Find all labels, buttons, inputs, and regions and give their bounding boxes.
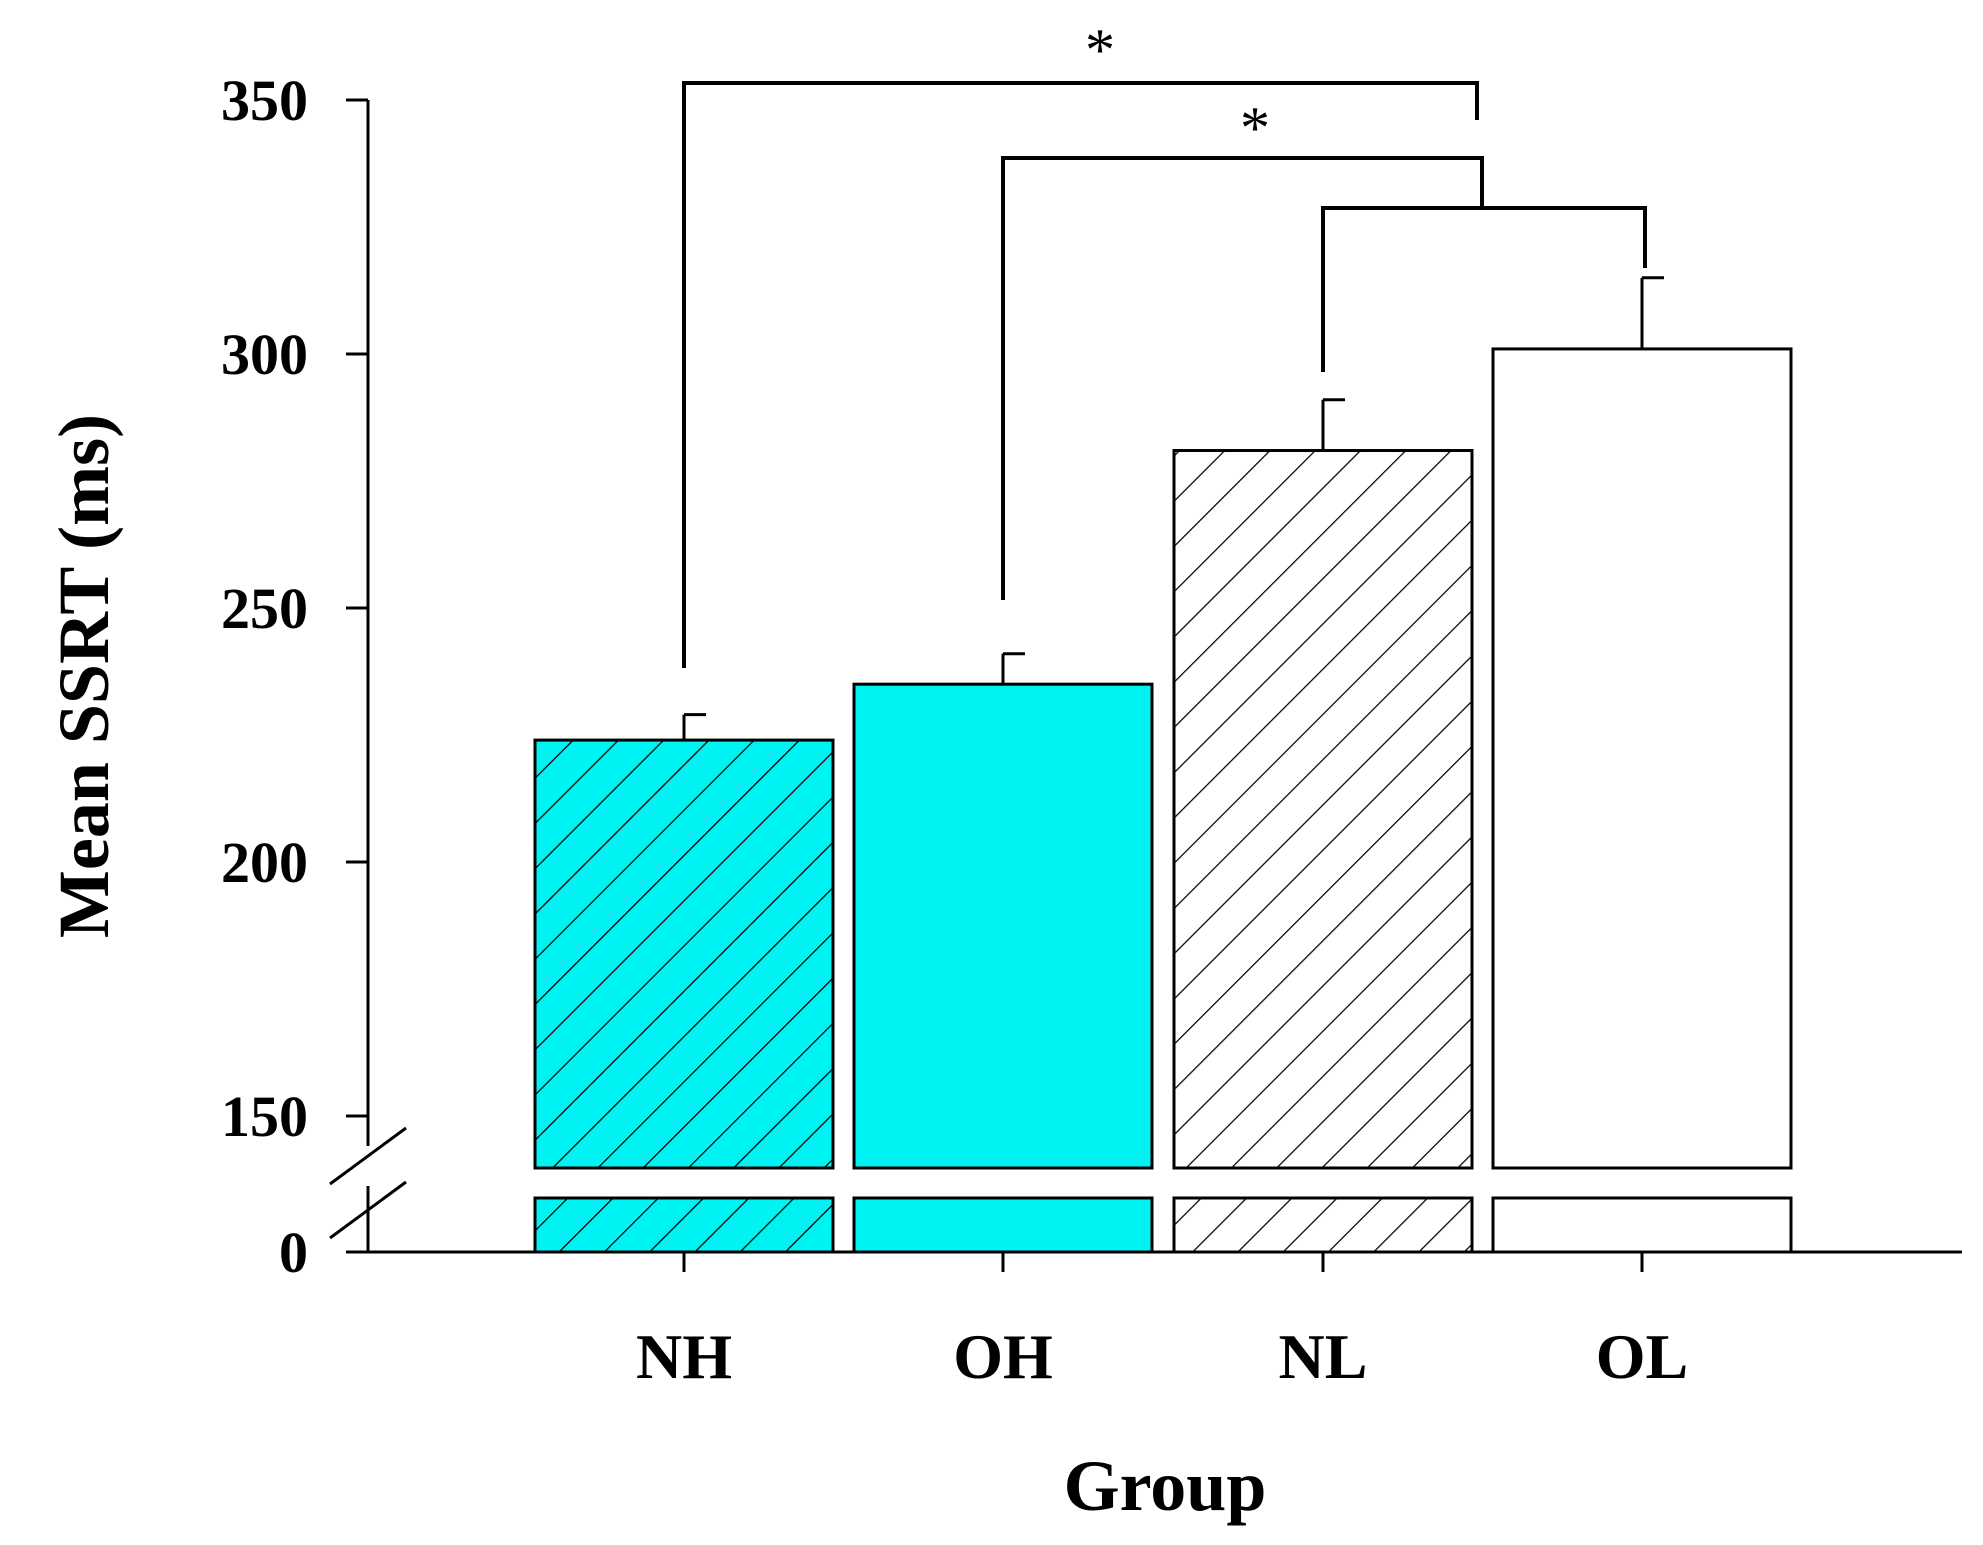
bars <box>533 276 1793 1254</box>
x-ticks: NH OH NL OL <box>636 1252 1688 1392</box>
bar-hatch <box>535 740 833 1168</box>
significance-bracket <box>1321 206 1647 372</box>
significance-bracket <box>682 81 1479 668</box>
bar-nl <box>1172 398 1474 1254</box>
x-tick-label-nl: NL <box>1279 1321 1368 1392</box>
significance-star: * <box>1240 95 1270 161</box>
x-tick-label-oh: OH <box>953 1321 1053 1392</box>
y-tick-label: 0 <box>279 1220 308 1285</box>
bar-fill <box>1493 348 1791 1168</box>
y-ticks: 0 150 200 250 300 350 <box>221 68 368 1285</box>
bar-oh <box>852 652 1154 1254</box>
y-tick-label: 250 <box>221 576 308 641</box>
bar-hatch <box>535 1198 833 1252</box>
bar-hatch <box>1174 450 1472 1168</box>
x-axis-title: Group <box>1064 1446 1267 1526</box>
y-tick-label: 300 <box>221 322 308 387</box>
bar-nh <box>533 713 835 1254</box>
y-tick-label: 150 <box>221 1084 308 1149</box>
significance-bracket <box>1001 156 1484 600</box>
y-tick-label: 200 <box>221 830 308 895</box>
significance-star: * <box>1085 17 1115 83</box>
x-tick-label-ol: OL <box>1596 1321 1688 1392</box>
axis-break-mark-1 <box>329 1126 407 1186</box>
bar-ol <box>1491 276 1793 1254</box>
y-tick-label: 350 <box>221 68 308 133</box>
bar-stub-fill <box>1493 1198 1791 1252</box>
bar-hatch <box>1174 1198 1472 1252</box>
significance-brackets: ** <box>682 17 1647 668</box>
axis-break-mark-2 <box>329 1180 407 1240</box>
x-tick-label-nh: NH <box>636 1321 732 1392</box>
bar-fill <box>854 684 1152 1168</box>
y-axis-title: Mean SSRT (ms) <box>44 414 124 938</box>
bar-stub-fill <box>854 1198 1152 1252</box>
